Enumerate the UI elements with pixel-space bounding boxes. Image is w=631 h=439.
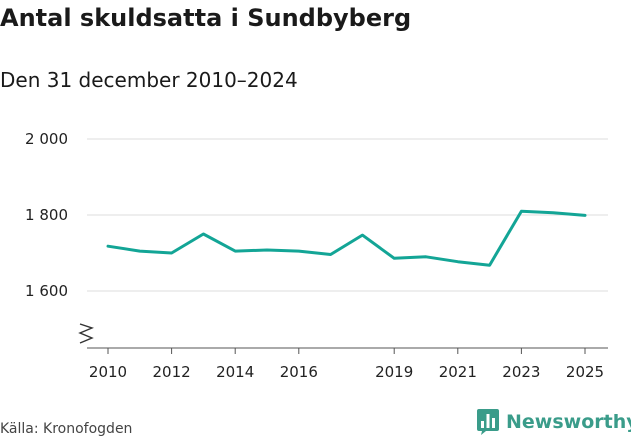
x-tick-label: 2023 xyxy=(502,363,540,381)
y-tick-label: 1 600 xyxy=(25,282,68,300)
x-tick-label: 2016 xyxy=(280,363,318,381)
bar-chart-logo-icon xyxy=(477,409,499,435)
x-axis: 2010 2012 2014 2016 2019 2021 2023 2025 xyxy=(87,347,608,381)
grid-lines: 1 600 1 800 2 000 xyxy=(25,130,608,300)
x-tick-label: 2019 xyxy=(375,363,413,381)
x-tick-label: 2012 xyxy=(153,363,191,381)
newsworthy-logo: Newsworthy xyxy=(476,408,631,436)
source-note: Källa: Kronofogden xyxy=(0,421,133,437)
chart-subtitle: Den 31 december 2010–2024 xyxy=(0,68,298,92)
y-tick-label: 1 800 xyxy=(25,206,68,224)
chart-title: Antal skuldsatta i Sundbyberg xyxy=(0,4,412,32)
y-tick-label: 2 000 xyxy=(25,130,68,148)
series-line-0 xyxy=(106,209,587,267)
axis-break-icon xyxy=(78,323,94,344)
brand-name: Newsworthy xyxy=(506,411,631,433)
x-tick-label: 2010 xyxy=(89,363,127,381)
x-tick-label: 2014 xyxy=(216,363,254,381)
axis-break-zigzag xyxy=(78,323,94,344)
x-tick-label: 2021 xyxy=(439,363,477,381)
series-lines xyxy=(106,209,587,267)
line-chart: 1 600 1 800 2 000 2010 2012 2014 2016 2019 2021… xyxy=(25,130,608,381)
x-tick-label: 2025 xyxy=(566,363,604,381)
